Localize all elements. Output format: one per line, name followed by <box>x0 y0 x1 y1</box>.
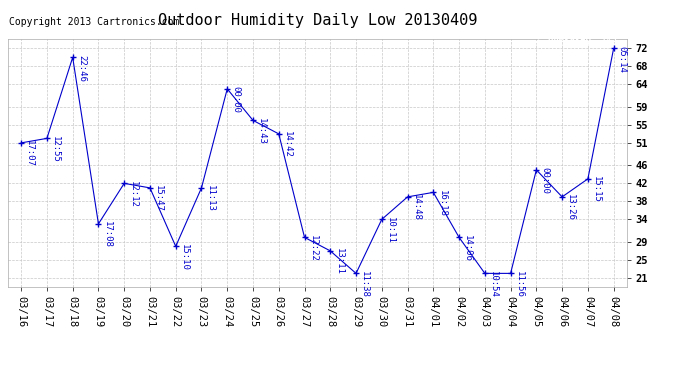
Text: 14:42: 14:42 <box>283 131 292 158</box>
Text: 10:11: 10:11 <box>386 217 395 243</box>
Text: 12:55: 12:55 <box>51 136 60 162</box>
Text: 14:43: 14:43 <box>257 118 266 144</box>
Text: 17:07: 17:07 <box>26 140 34 167</box>
Text: 11:56: 11:56 <box>515 271 524 297</box>
Text: 17:08: 17:08 <box>103 221 112 248</box>
Text: 15:47: 15:47 <box>154 185 163 212</box>
Text: 10:54: 10:54 <box>489 271 498 297</box>
Text: 11:13: 11:13 <box>206 185 215 212</box>
Text: 14:48: 14:48 <box>412 194 421 221</box>
Text: Copyright 2013 Cartronics.com: Copyright 2013 Cartronics.com <box>9 17 179 27</box>
Text: 11:38: 11:38 <box>360 271 369 297</box>
Text: 14:06: 14:06 <box>463 235 472 261</box>
Text: 05:14: 05:14 <box>618 46 627 72</box>
Text: 22:46: 22:46 <box>77 55 86 81</box>
Text: 15:10: 15:10 <box>180 244 189 270</box>
Text: 12:22: 12:22 <box>308 235 317 261</box>
Text: 16:18: 16:18 <box>437 190 446 216</box>
Text: 13:11: 13:11 <box>335 248 344 275</box>
Text: 15:15: 15:15 <box>592 176 601 203</box>
Text: 00:00: 00:00 <box>540 167 549 194</box>
Text: 00:00: 00:00 <box>231 86 240 113</box>
Title: Outdoor Humidity Daily Low 20130409: Outdoor Humidity Daily Low 20130409 <box>158 13 477 28</box>
Text: 13:26: 13:26 <box>566 194 575 221</box>
Text: 12:12: 12:12 <box>128 181 137 207</box>
